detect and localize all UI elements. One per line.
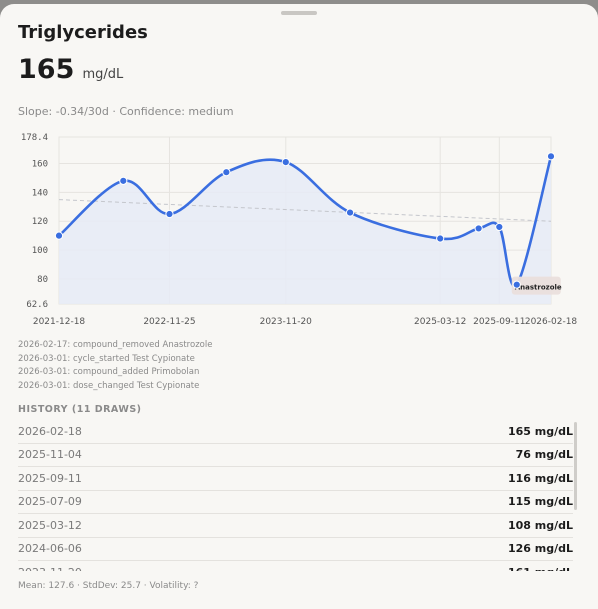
y-tick-label: 140 — [32, 188, 48, 198]
history-list[interactable]: 2026-02-18 165 mg/dL 2025-11-04 76 mg/dL 202… — [18, 420, 573, 571]
data-point — [54, 231, 64, 240]
y-tick-label: 120 — [32, 217, 48, 227]
area-fill — [59, 156, 551, 304]
annotation-label: Anastrozole — [515, 284, 562, 292]
y-tick-label: 178.4 — [21, 133, 48, 143]
y-tick-label: 80 — [37, 275, 48, 285]
history-row[interactable]: 2023-11-20 161 mg/dL — [18, 561, 573, 571]
history-row[interactable]: 2025-03-12 108 mg/dL — [18, 514, 573, 538]
x-tick-label: 2022-11-25 — [143, 317, 195, 327]
data-point — [345, 208, 355, 217]
history-value: 116 mg/dL — [507, 471, 573, 485]
history-date: 2026-02-18 — [18, 424, 82, 438]
annotation-box — [511, 276, 561, 295]
x-tick-label: 2025-03-12 — [414, 317, 466, 327]
history-row[interactable]: 2025-09-11 116 mg/dL — [18, 467, 573, 491]
x-tick-label: 2026-02-18 — [525, 317, 578, 327]
stats-footer: Mean: 127.6 · StdDev: 25.7 · Volatility:… — [18, 581, 199, 591]
history-date: 2025-07-09 — [18, 495, 82, 509]
history-row[interactable]: 2025-07-09 115 mg/dL — [18, 491, 573, 514]
history-date: 2024-06-06 — [18, 542, 82, 556]
history-scrollbar[interactable] — [574, 422, 577, 510]
data-point — [281, 157, 290, 167]
history-value: 165 mg/dL — [507, 424, 573, 438]
history-date: 2025-11-04 — [18, 448, 82, 462]
trend-line — [58, 199, 552, 222]
data-point — [474, 224, 483, 233]
history-row[interactable]: 2025-11-04 76 mg/dL — [18, 444, 573, 467]
y-tick-label: 100 — [32, 246, 48, 256]
current-unit: mg/dL — [82, 67, 124, 82]
history-value: 108 mg/dL — [507, 518, 573, 532]
history-value: 126 mg/dL — [507, 542, 573, 556]
data-point — [119, 176, 128, 185]
history-date: 2025-03-12 — [18, 518, 82, 532]
event-item: 2026-02-17: compound_removed Anastrozole — [18, 340, 213, 350]
data-point — [512, 280, 521, 289]
history-value: 115 mg/dL — [507, 495, 573, 509]
event-log: 2026-02-17: compound_removed Anastrozole… — [18, 339, 212, 393]
event-item: 2026-03-01: cycle_started Test Cypionate — [18, 353, 195, 364]
event-item: 2026-03-01: compound_added Primobolan — [18, 367, 200, 377]
y-tick-label: 62.6 — [26, 300, 48, 310]
x-tick-label: 2025-09-11 — [473, 317, 525, 327]
current-value: 165 — [18, 54, 75, 85]
y-tick-label: 160 — [32, 160, 48, 170]
history-value: 76 mg/dL — [515, 448, 573, 462]
drag-handle[interactable] — [281, 11, 317, 15]
current-value-row: 165 mg/dL — [18, 54, 123, 85]
page-title: Triglycerides — [18, 22, 148, 43]
history-heading: HISTORY (11 DRAWS) — [18, 404, 142, 415]
data-point — [495, 222, 504, 232]
history-row[interactable]: 2026-02-18 165 mg/dL — [18, 420, 573, 444]
x-tick-label: 2021-12-18 — [33, 317, 86, 327]
event-item: 2026-03-01: dose_changed Test Cypionate — [18, 380, 200, 391]
history-date: 2023-11-20 — [18, 566, 82, 571]
x-tick-label: 2023-11-20 — [260, 317, 313, 327]
data-point — [165, 209, 174, 219]
slope-confidence: Slope: -0.34/30d · Confidence: medium — [18, 105, 234, 118]
bottom-sheet: Triglycerides 165 mg/dL Slope: -0.34/30d… — [0, 4, 598, 609]
data-point — [436, 234, 445, 243]
history-date: 2025-09-11 — [18, 471, 82, 485]
triglycerides-chart: 178.4 160 140 120 100 80 62.6 2021-12-18 2022-11… — [21, 133, 578, 327]
history-row[interactable]: 2024-06-06 126 mg/dL — [18, 538, 573, 561]
data-point — [546, 152, 556, 161]
history-value: 161 mg/dL — [508, 566, 573, 571]
data-point — [222, 168, 231, 177]
